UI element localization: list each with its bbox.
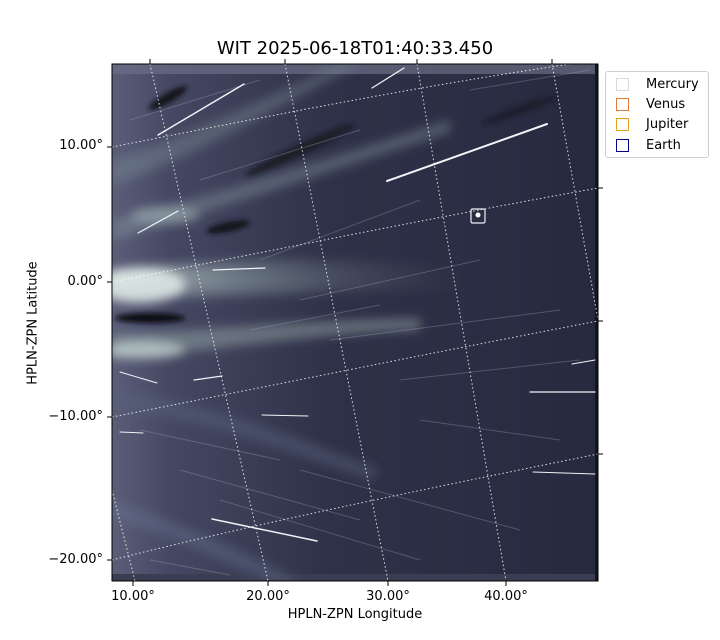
x-tick-label: 10.00° — [111, 589, 155, 604]
legend: Mercury Venus Jupiter Earth — [605, 71, 709, 158]
legend-item-venus: Venus — [616, 95, 685, 113]
legend-label: Jupiter — [646, 116, 689, 132]
x-tick-label: 20.00° — [246, 589, 290, 604]
legend-item-mercury: Mercury — [616, 75, 699, 93]
y-tick-label: −10.00° — [48, 409, 103, 424]
x-tick-label: 40.00° — [484, 589, 528, 604]
legend-item-earth: Earth — [616, 136, 681, 154]
legend-item-jupiter: Jupiter — [616, 115, 688, 133]
legend-swatch — [616, 117, 629, 131]
y-tick-label: 10.00° — [59, 138, 103, 153]
y-tick-label: 0.00° — [67, 274, 103, 289]
x-tick-label: 30.00° — [366, 589, 410, 604]
legend-swatch — [616, 138, 629, 152]
y-tick-label: −20.00° — [48, 552, 103, 567]
legend-label: Mercury — [646, 76, 699, 92]
legend-label: Earth — [646, 137, 681, 153]
figure-title: WIT 2025-06-18T01:40:33.450 — [216, 38, 494, 59]
legend-swatch — [616, 97, 629, 111]
legend-swatch — [616, 77, 629, 91]
x-axis-label: HPLN-ZPN Longitude — [287, 607, 423, 622]
legend-label: Venus — [646, 96, 686, 112]
